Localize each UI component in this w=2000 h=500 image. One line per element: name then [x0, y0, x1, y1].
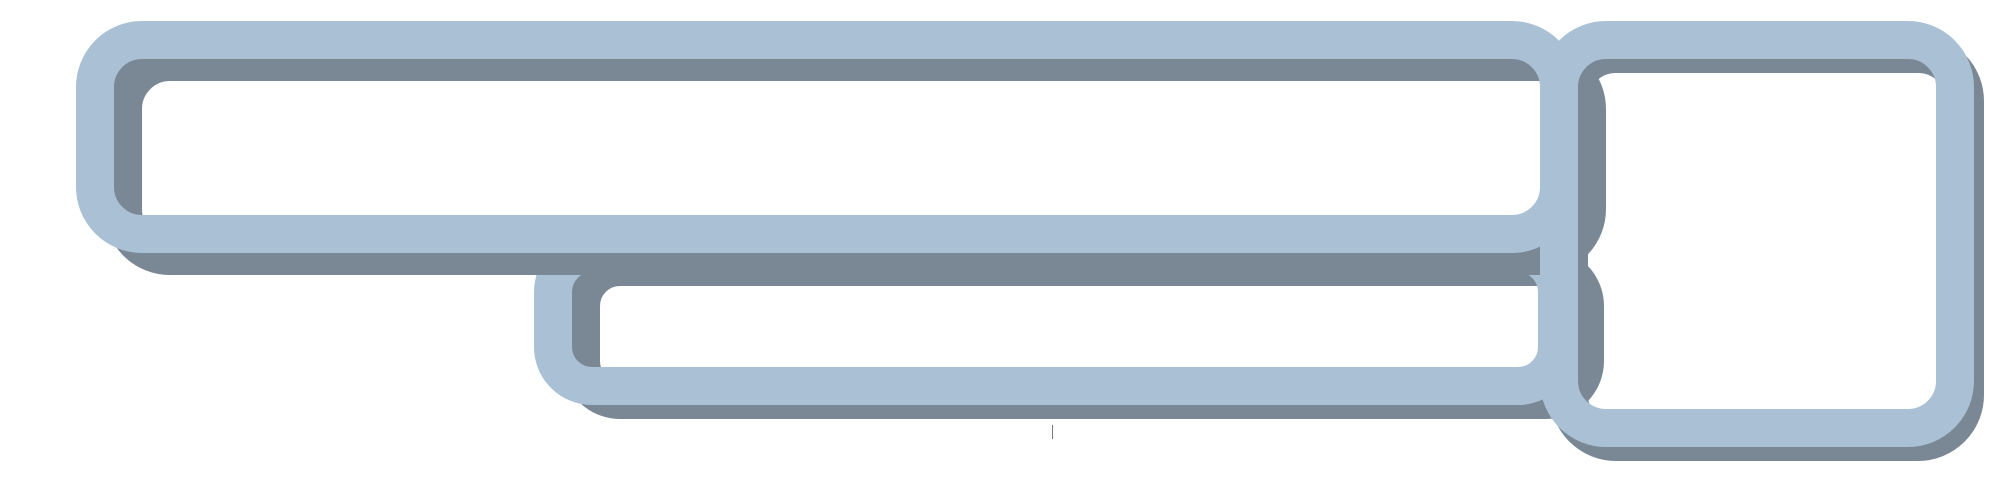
top-frame-border: [76, 21, 1578, 253]
right-frame-border: [1540, 21, 1974, 447]
text-cursor-icon: [1052, 425, 1053, 439]
top-frame: [76, 21, 1606, 275]
right-frame: [1540, 21, 1985, 461]
